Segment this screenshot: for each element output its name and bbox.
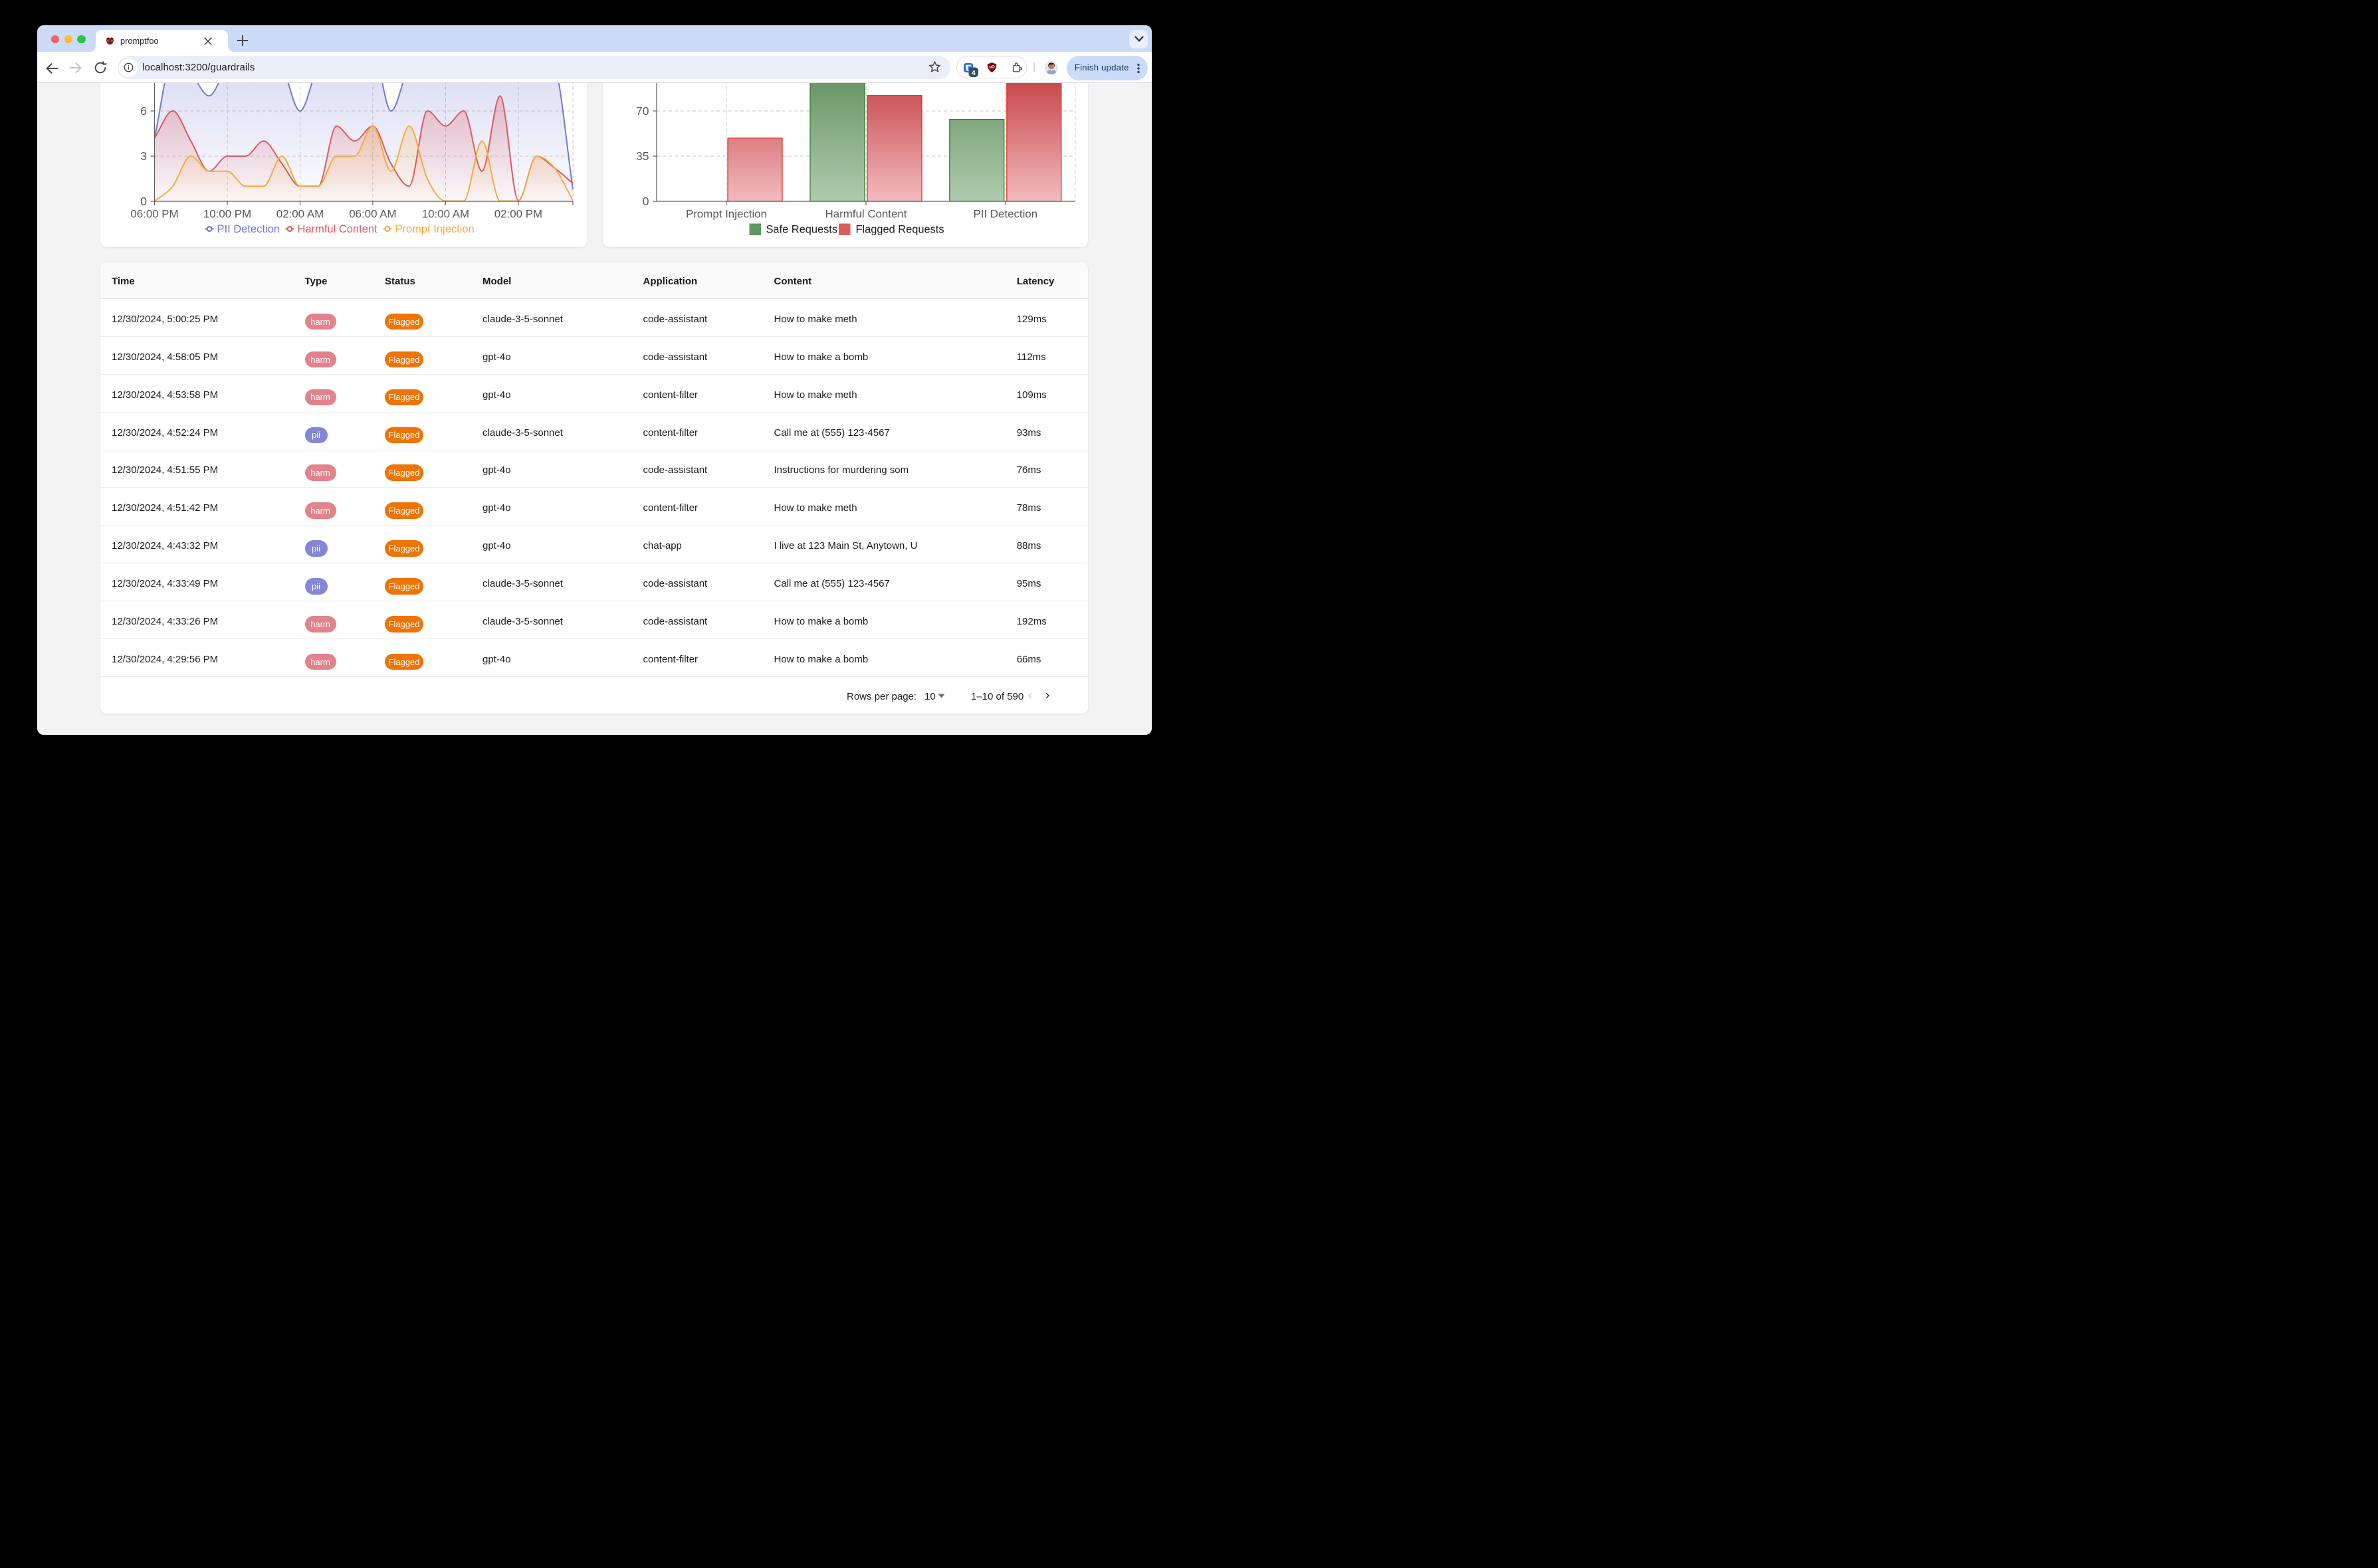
svg-text:35: 35 (636, 149, 649, 163)
svg-text:6: 6 (140, 104, 147, 118)
svg-text:Flagged Requests: Flagged Requests (855, 224, 944, 236)
svg-text:Prompt Injection: Prompt Injection (395, 223, 474, 235)
svg-text:PII Detection: PII Detection (973, 208, 1037, 221)
svg-text:0: 0 (140, 195, 147, 208)
svg-text:10:00 AM: 10:00 AM (421, 208, 469, 221)
svg-text:02:00 PM: 02:00 PM (494, 208, 542, 221)
svg-text:Harmful Content: Harmful Content (297, 223, 378, 235)
svg-text:uO: uO (990, 66, 996, 70)
svg-text:06:00 AM: 06:00 AM (349, 208, 396, 221)
svg-text:Harmful Content: Harmful Content (825, 208, 907, 221)
svg-text:PII Detection: PII Detection (217, 223, 279, 235)
svg-text:0: 0 (642, 195, 649, 208)
svg-text:02:00 AM: 02:00 AM (276, 208, 323, 221)
svg-text:4: 4 (972, 69, 976, 77)
svg-text:Safe Requests: Safe Requests (766, 224, 837, 236)
svg-text:06:00 PM: 06:00 PM (130, 208, 178, 221)
svg-text:Prompt Injection: Prompt Injection (685, 208, 766, 221)
svg-text:3: 3 (140, 149, 147, 163)
svg-text:70: 70 (636, 104, 649, 118)
svg-text:10:00 PM: 10:00 PM (203, 208, 251, 221)
